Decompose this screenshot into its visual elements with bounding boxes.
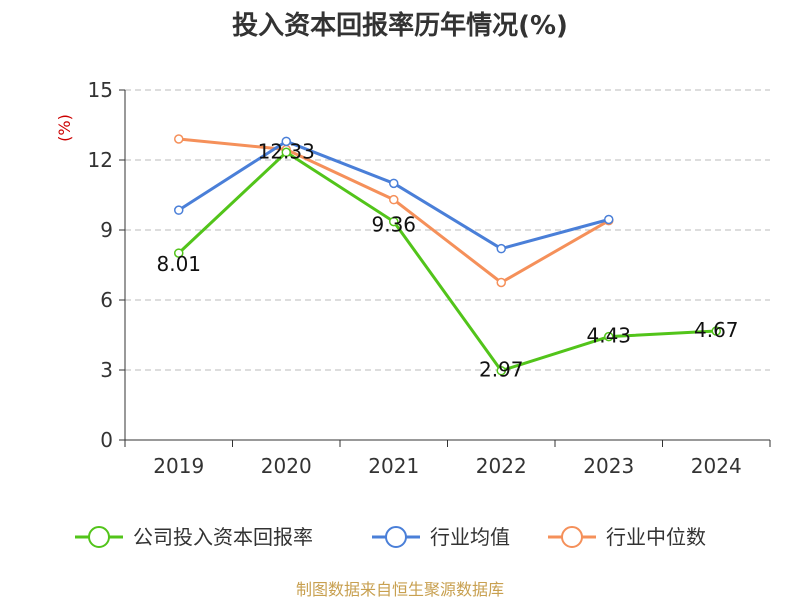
- legend-item: 行业中位数: [548, 525, 706, 549]
- data-label: 4.67: [694, 318, 739, 342]
- x-tick-label: 2024: [691, 454, 742, 478]
- data-point: [281, 136, 291, 147]
- series-line-0: [177, 150, 717, 373]
- data-point: [604, 214, 614, 225]
- data-point: [496, 243, 506, 254]
- legend-item: 行业均值: [372, 525, 510, 549]
- axes: 0 3 6 9 12 15 2019 2020 2021 2022 2023 2024: [88, 78, 771, 478]
- data-label: 4.43: [586, 324, 631, 348]
- y-tick-label: 9: [100, 218, 113, 242]
- y-tick-label: 6: [100, 288, 113, 312]
- data-point: [389, 194, 399, 205]
- legend-label: 行业中位数: [606, 525, 706, 549]
- legend-label: 公司投入资本回报率: [133, 525, 313, 549]
- data-point: [389, 216, 399, 227]
- y-tick-label: 3: [100, 358, 113, 382]
- series-lines: [174, 134, 721, 376]
- legend-swatch-marker: [88, 526, 110, 548]
- y-tick-label: 0: [100, 428, 113, 452]
- data-label: 2.97: [479, 358, 524, 382]
- source-footer: 制图数据来自恒生聚源数据库: [296, 580, 504, 599]
- grid-lines: [125, 89, 770, 371]
- x-tick-label: 2021: [368, 454, 419, 478]
- data-point: [174, 248, 184, 258]
- x-tick-label: 2023: [583, 454, 634, 478]
- data-label: 12.33: [258, 139, 315, 163]
- data-label: 9.36: [371, 213, 416, 237]
- series-line-2: [178, 137, 610, 284]
- data-point: [281, 147, 291, 158]
- chart-title: 投入资本回报率历年情况(%): [232, 10, 568, 41]
- data-label: 8.01: [156, 252, 201, 276]
- legend-item: 公司投入资本回报率: [75, 525, 313, 549]
- data-point: [604, 331, 614, 342]
- legend-swatch-marker: [385, 526, 407, 548]
- legend-label: 行业均值: [430, 525, 510, 549]
- data-point: [174, 134, 184, 144]
- y-tick-label: 12: [88, 148, 113, 172]
- y-tick-label: 15: [88, 78, 113, 102]
- data-point: [389, 178, 399, 189]
- x-tick-label: 2019: [153, 454, 204, 478]
- legend-swatch-marker: [561, 526, 583, 548]
- data-point: [174, 205, 184, 215]
- x-tick-label: 2022: [476, 454, 527, 478]
- data-point: [496, 277, 506, 288]
- data-point: [711, 326, 721, 336]
- y-axis-label: (%): [55, 114, 74, 142]
- data-labels: 8.01 12.33 9.36 2.97 4.43 4.67: [156, 139, 738, 381]
- x-tick-label: 2020: [261, 454, 312, 478]
- legend: 公司投入资本回报率 行业均值 行业中位数: [75, 525, 706, 549]
- data-point: [496, 365, 506, 376]
